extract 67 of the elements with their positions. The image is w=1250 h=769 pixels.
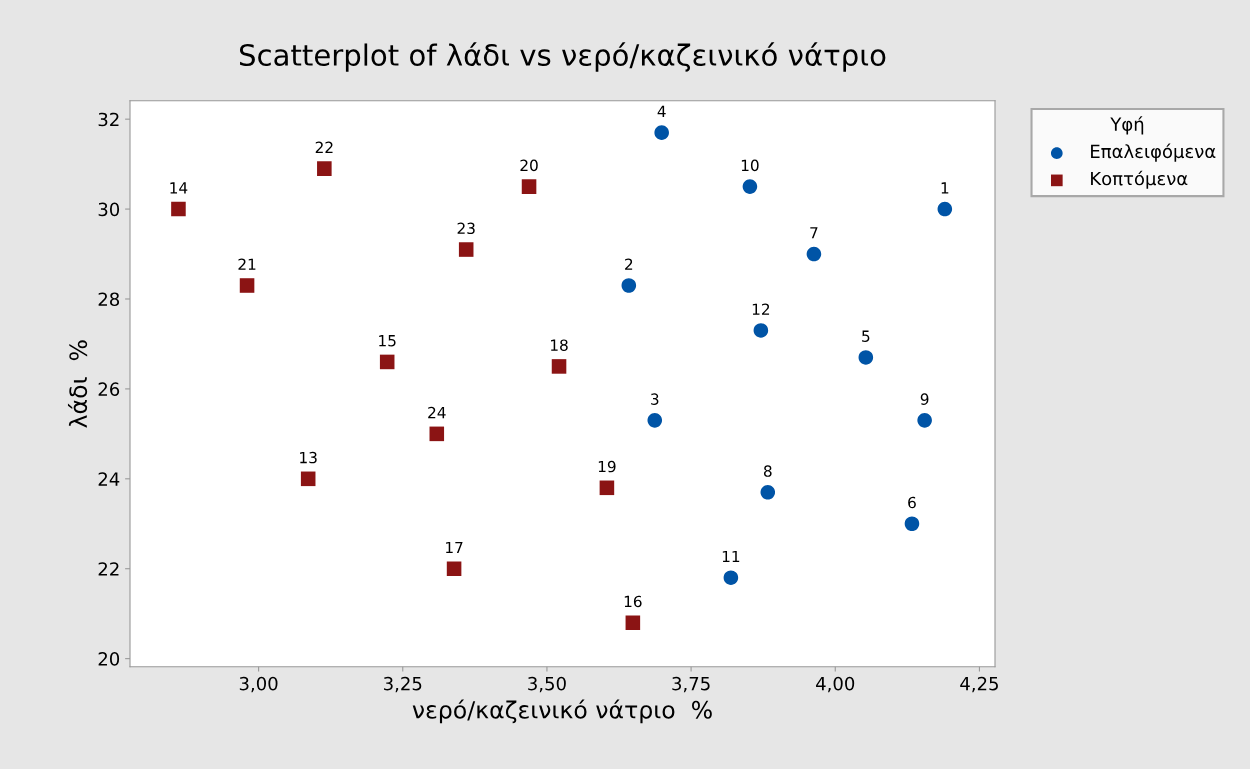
point: [458, 242, 474, 257]
annotation: 23: [457, 222, 475, 235]
x-tick-label: 3,75: [672, 676, 710, 693]
annotation: 16: [624, 595, 642, 608]
annotation: 24: [428, 406, 446, 419]
annotation: 6: [908, 496, 916, 509]
point: [171, 201, 186, 217]
annotation: 14: [170, 182, 188, 194]
y-tick-label: 26: [98, 382, 120, 397]
point: [446, 561, 462, 576]
point: [806, 246, 822, 262]
y-tick-label: 20: [98, 652, 120, 666]
legend-label: Κοπτόμενα: [1091, 170, 1188, 189]
annotation: 1: [941, 182, 949, 194]
annotation: 9: [920, 393, 929, 405]
legend-title: Υφή: [1110, 116, 1144, 135]
x-tick-label: 3,00: [239, 676, 278, 693]
annotation: 18: [551, 339, 568, 351]
annotation: 5: [862, 330, 870, 342]
annotation: 12: [752, 303, 770, 315]
x-tick-label: 3,50: [528, 676, 566, 693]
point: [379, 354, 395, 370]
annotation: 10: [741, 159, 759, 172]
x-tick-label: 4,00: [816, 676, 855, 693]
point: [551, 359, 567, 374]
annotation: 20: [520, 159, 538, 172]
point: [654, 125, 669, 140]
annotation: 4: [657, 105, 666, 117]
point: [239, 278, 255, 293]
point: [625, 615, 641, 630]
chart-title: Scatterplot of λάδι vs νερό/καζεινικό νάτριο: [239, 42, 886, 72]
y-tick-label: 32: [98, 112, 119, 127]
y-tick-label: 24: [98, 472, 120, 486]
y-tick-label: 30: [98, 202, 120, 217]
point: [937, 201, 953, 217]
annotation: 13: [300, 451, 317, 464]
point: [904, 516, 920, 532]
annotation: 15: [379, 335, 396, 347]
point: [753, 323, 769, 338]
point: [621, 278, 637, 293]
annotation: 3: [651, 393, 659, 405]
annotation: 2: [625, 258, 633, 270]
y-tick-label: 22: [98, 562, 119, 576]
point: [858, 350, 874, 365]
x-axis-title: νερό/καζεινικό νάτριο %: [412, 699, 712, 724]
legend-label: Επαλειφόμενα: [1091, 143, 1216, 162]
annotation: 8: [763, 465, 772, 477]
annotation: 22: [315, 141, 333, 153]
point: [599, 480, 615, 496]
annotation: 21: [238, 258, 256, 270]
point: [917, 413, 932, 428]
point: [647, 413, 663, 428]
annotation: 19: [598, 460, 616, 473]
point: [300, 471, 316, 487]
annotation: 11: [722, 550, 740, 563]
x-tick-label: 4,25: [960, 676, 998, 693]
y-axis-title: λάδι %: [67, 340, 88, 428]
x-tick-label: 3,25: [384, 676, 422, 693]
point: [521, 179, 537, 194]
point: [723, 570, 739, 585]
point: [742, 179, 758, 194]
annotation: 17: [446, 541, 463, 554]
point: [317, 161, 332, 176]
annotation: 7: [810, 227, 818, 239]
point: [429, 426, 445, 442]
point: [760, 485, 776, 500]
y-tick-label: 28: [98, 292, 120, 307]
